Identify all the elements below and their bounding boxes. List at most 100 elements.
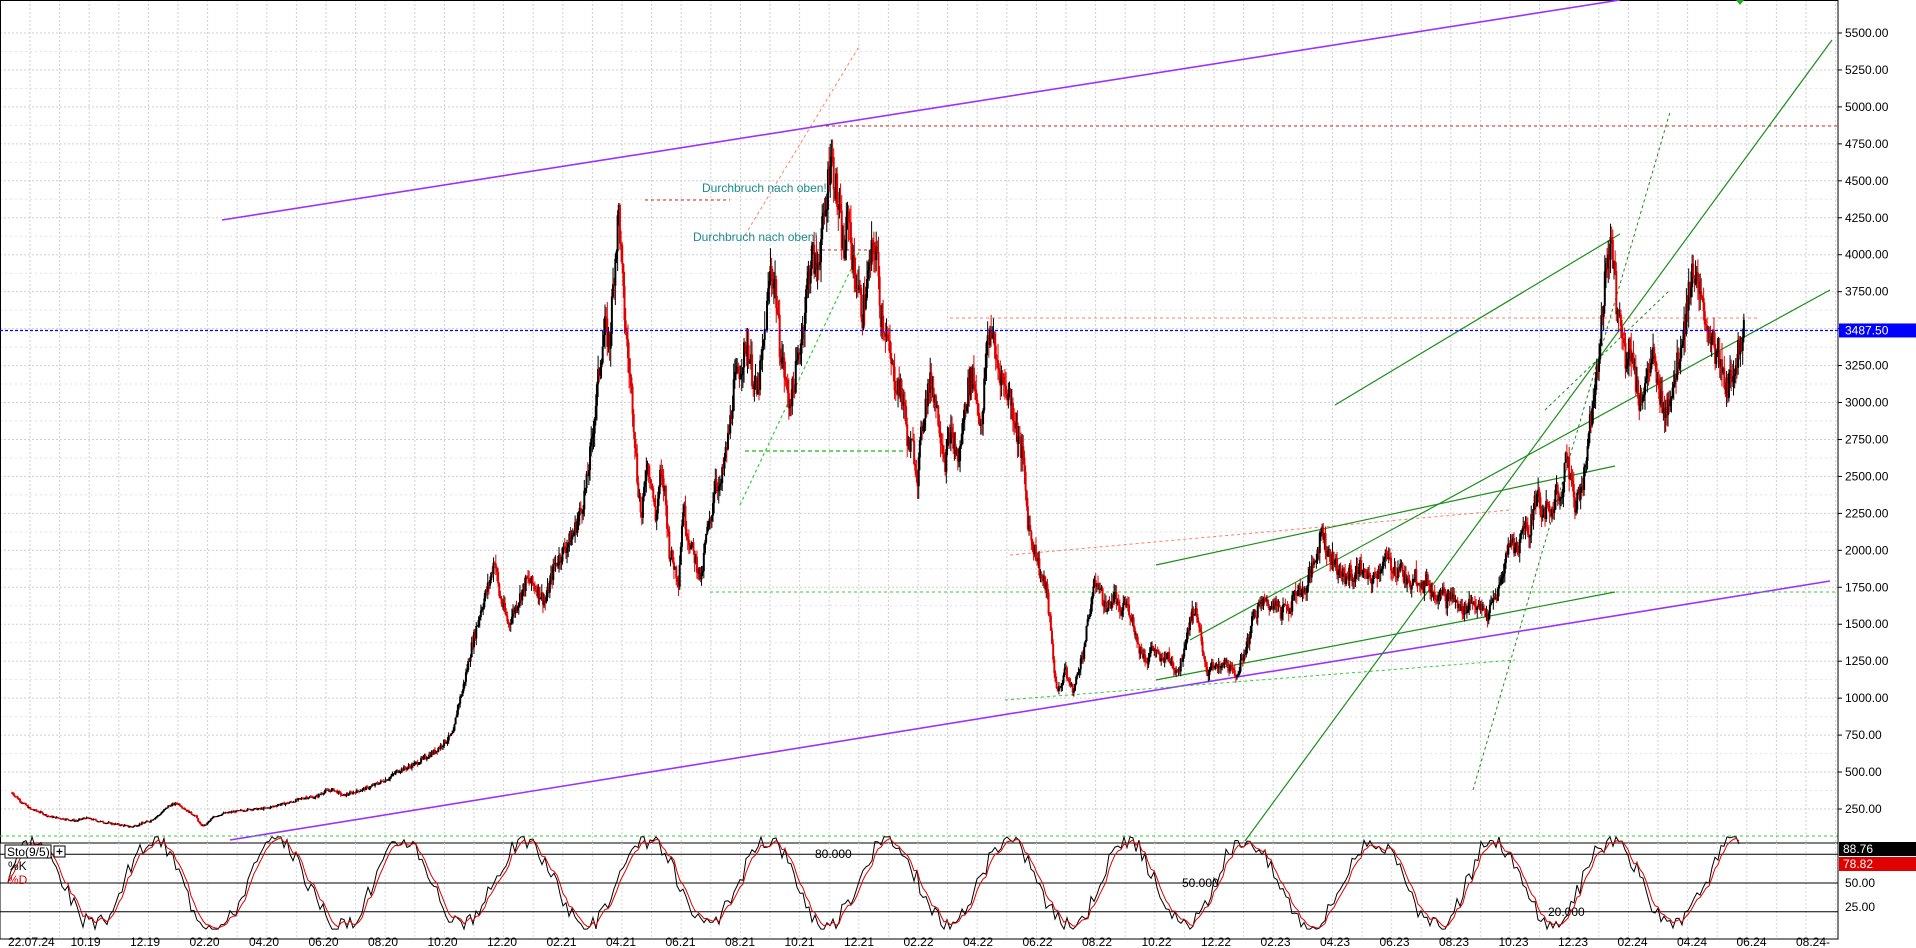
- candle-body: [1264, 598, 1267, 601]
- candle-body: [1649, 363, 1652, 373]
- candle-body: [1592, 401, 1595, 409]
- candle-body: [1464, 603, 1467, 613]
- candle-body: [553, 564, 556, 566]
- candle-body: [1236, 675, 1239, 678]
- candle-body: [432, 749, 435, 755]
- candle-body: [820, 239, 823, 263]
- candle-body: [1003, 384, 1006, 386]
- candle-body: [1239, 660, 1242, 672]
- candle-body: [471, 642, 474, 648]
- candle-body: [1367, 572, 1370, 579]
- candle-body: [556, 564, 559, 566]
- candle-body: [310, 796, 313, 798]
- candle-body: [1627, 339, 1630, 359]
- candle-body: [368, 787, 371, 789]
- candle-body: [1162, 658, 1165, 662]
- candle-body: [398, 772, 401, 774]
- candle-body: [797, 352, 800, 360]
- candle-body: [1444, 589, 1447, 594]
- candle-body: [24, 803, 27, 806]
- candle-body: [718, 483, 721, 487]
- candle-body: [614, 258, 617, 286]
- candle-body: [1300, 593, 1303, 596]
- candle-body: [648, 476, 651, 480]
- candle-body: [584, 488, 587, 491]
- candle-body: [323, 791, 326, 794]
- candle-body: [245, 810, 248, 812]
- candle-body: [705, 533, 708, 543]
- candle-body: [1610, 237, 1613, 240]
- candle-body: [1430, 589, 1433, 593]
- candle-body: [1020, 437, 1023, 459]
- candle-body: [1423, 580, 1426, 594]
- candle-body: [1403, 574, 1406, 583]
- candle-body: [703, 542, 706, 553]
- candle-body: [651, 483, 654, 489]
- candle-body: [441, 745, 444, 747]
- candle-body: [1477, 604, 1480, 607]
- candle-body: [200, 824, 203, 826]
- candle-body: [1106, 611, 1109, 613]
- candle-body: [824, 210, 827, 217]
- candle-body: [317, 794, 320, 797]
- candle-body: [66, 818, 69, 820]
- candle-body: [717, 486, 720, 492]
- candle-body: [275, 806, 278, 808]
- candle-body: [344, 794, 347, 797]
- candle-body: [1176, 670, 1179, 672]
- candle-body: [1450, 592, 1453, 599]
- time-tick-label: 08.24: [1796, 935, 1826, 948]
- candle-body: [1222, 663, 1225, 666]
- candle-body: [741, 367, 744, 375]
- candle-body: [1711, 330, 1714, 337]
- candle-body: [1355, 566, 1358, 573]
- candle-body: [1665, 407, 1668, 416]
- candle-body: [732, 379, 735, 411]
- candle-body: [1185, 639, 1188, 645]
- candle-body: [1078, 669, 1081, 673]
- candle-body: [1247, 637, 1250, 645]
- candle-body: [1191, 608, 1194, 621]
- candle-body: [1279, 606, 1282, 619]
- trend-green-rising: [1189, 289, 1831, 641]
- candle-body: [622, 264, 625, 286]
- candle-body: [1347, 577, 1350, 581]
- candle-body: [1567, 456, 1570, 460]
- time-tick-label: 06.24: [1737, 935, 1767, 948]
- candle-body: [332, 788, 335, 792]
- candle-body: [937, 405, 940, 426]
- candle-body: [1722, 368, 1725, 373]
- candle-body: [1082, 656, 1085, 659]
- candle-body: [89, 818, 92, 820]
- price-tick-label: 1000.00: [1845, 691, 1889, 705]
- candle-body: [1408, 579, 1411, 583]
- candle-body: [1500, 578, 1503, 584]
- annotation-breakout-2: Durchbruch nach oben!: [693, 230, 818, 244]
- candle-body: [571, 535, 574, 537]
- candle-body: [1440, 591, 1443, 594]
- candle-body: [1560, 497, 1563, 499]
- candle-body: [423, 755, 426, 757]
- time-tick-label: 08.20: [368, 935, 398, 948]
- candle-body: [1446, 594, 1449, 609]
- time-tick-label: 12.22: [1201, 935, 1231, 948]
- candle-body: [1122, 603, 1125, 611]
- candle-body: [395, 770, 398, 772]
- candle-body: [810, 245, 813, 269]
- time-tick-label: 06.20: [309, 935, 339, 948]
- candle-body: [1437, 596, 1440, 602]
- candle-body: [825, 209, 828, 211]
- candle-body: [266, 807, 269, 809]
- candle-body: [839, 204, 842, 211]
- candle-body: [668, 531, 671, 559]
- candle-body: [1583, 467, 1586, 490]
- indicator-label-box[interactable]: [4, 844, 52, 859]
- candle-body: [1278, 605, 1281, 607]
- candle-body: [422, 756, 425, 759]
- candle-body: [654, 505, 657, 521]
- candle-body: [539, 598, 542, 600]
- candle-body: [930, 372, 933, 389]
- candle-body: [76, 820, 79, 822]
- candle-body: [1364, 570, 1367, 572]
- candle-body: [799, 353, 802, 355]
